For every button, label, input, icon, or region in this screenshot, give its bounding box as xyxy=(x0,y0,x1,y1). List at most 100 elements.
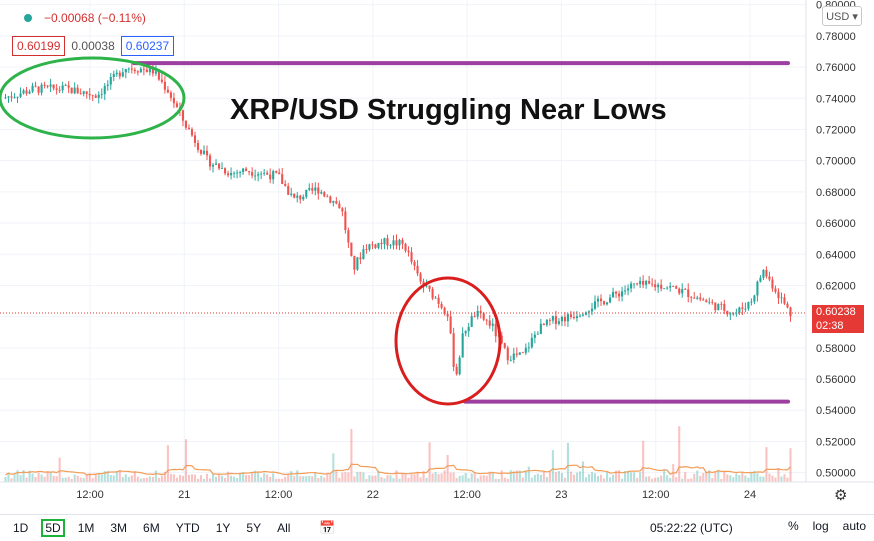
volume-bar xyxy=(464,473,467,482)
volume-bar xyxy=(365,478,368,482)
ask-price[interactable]: 0.60237 xyxy=(120,36,175,56)
volume-bar xyxy=(338,477,341,482)
volume-bar xyxy=(437,474,440,482)
volume-bar xyxy=(121,477,124,482)
candle-body xyxy=(578,315,582,317)
timeframe-1d[interactable]: 1D xyxy=(13,521,29,535)
candle-body xyxy=(136,71,139,73)
candle-body xyxy=(545,319,548,325)
candle-body xyxy=(91,95,94,97)
volume-bar xyxy=(407,477,410,482)
price-axis[interactable]: 0.500000.520000.540000.560000.580000.600… xyxy=(816,0,856,480)
volume-bar xyxy=(765,447,768,482)
settings-gear-icon[interactable]: ⚙ xyxy=(834,487,848,504)
volume-bar xyxy=(266,474,269,482)
timeframe-6m[interactable]: 6M xyxy=(143,521,160,535)
timeframe-5y[interactable]: 5Y xyxy=(246,521,262,535)
utc-clock[interactable]: 05:22:22 (UTC) xyxy=(650,521,733,535)
volume-bar xyxy=(512,471,515,482)
volume-bar xyxy=(314,472,317,482)
currency-selector[interactable]: USD ▾ xyxy=(822,6,862,26)
bid-price[interactable]: 0.60199 xyxy=(12,36,66,56)
timeframe-5d[interactable]: 5D xyxy=(41,519,65,537)
candle-body xyxy=(260,173,263,175)
volume-bar xyxy=(678,426,681,482)
volume-bar xyxy=(115,471,118,482)
volume-bar xyxy=(79,477,82,482)
candle-body xyxy=(720,303,723,305)
candle-body xyxy=(771,279,774,289)
candle-body xyxy=(702,299,705,301)
candle-body xyxy=(690,297,693,298)
candle-body xyxy=(756,281,759,296)
candle-body xyxy=(383,238,386,245)
timeframe-all[interactable]: All xyxy=(277,521,291,535)
candle-body xyxy=(311,188,314,191)
x-tick-label: 21 xyxy=(178,489,190,501)
candle-body xyxy=(599,298,603,302)
volume-bar xyxy=(771,475,774,482)
candle-body xyxy=(37,86,40,93)
candle-body xyxy=(461,333,464,358)
volume-bar xyxy=(741,471,744,482)
volume-bar xyxy=(654,477,657,482)
candle-body xyxy=(341,208,344,212)
auto-scale-toggle[interactable]: auto xyxy=(842,519,866,533)
candle-body xyxy=(608,297,612,303)
candle-body xyxy=(320,192,323,194)
volume-bar xyxy=(509,470,512,482)
time-axis[interactable]: 12:00 21 12:00 22 12:00 23 12:00 24 xyxy=(76,489,756,501)
candle-body xyxy=(317,187,320,194)
timeframe-1y[interactable]: 1Y xyxy=(215,521,231,535)
candle-body xyxy=(166,89,169,93)
candle-body xyxy=(190,129,194,136)
candle-body xyxy=(452,333,455,367)
candle-body xyxy=(443,307,446,314)
volume-bar xyxy=(419,477,422,482)
candle-body xyxy=(753,295,756,302)
candle-body xyxy=(560,317,563,322)
volume-bar xyxy=(506,478,509,482)
candle-body xyxy=(654,284,657,288)
candle-body xyxy=(596,298,600,302)
timeframe-3m[interactable]: 3M xyxy=(110,521,128,535)
volume-bar xyxy=(172,474,175,482)
volume-bar xyxy=(615,470,618,482)
volume-bar xyxy=(25,477,28,482)
volume-bar xyxy=(233,476,236,482)
candle-body xyxy=(500,335,503,344)
percent-scale-toggle[interactable]: % xyxy=(787,519,799,533)
chart-headline: XRP/USD Struggling Near Lows xyxy=(230,94,667,126)
candle-body xyxy=(786,303,789,308)
volume-bar xyxy=(73,474,76,482)
candle-body xyxy=(551,316,554,321)
candle-body xyxy=(82,91,85,94)
candle-body xyxy=(70,87,73,94)
volume-bar xyxy=(70,478,73,482)
candle-body xyxy=(633,283,636,285)
candle-body xyxy=(431,288,434,299)
volume-bar xyxy=(251,472,254,482)
timeframe-1m[interactable]: 1M xyxy=(77,521,95,535)
volume-bar xyxy=(684,472,687,482)
candle-body xyxy=(744,308,747,310)
candle-body xyxy=(566,314,569,322)
volume-bar xyxy=(470,473,473,482)
calendar-range-icon[interactable]: 📅 xyxy=(319,520,336,535)
volume-bar xyxy=(245,474,248,482)
log-scale-toggle[interactable]: log xyxy=(812,519,829,533)
volume-bar xyxy=(205,473,209,482)
volume-bar xyxy=(254,470,257,482)
volume-bar xyxy=(275,478,278,482)
candle-body xyxy=(290,193,293,195)
volume-bar xyxy=(163,471,166,482)
volume-bar xyxy=(43,476,46,482)
candle-body xyxy=(530,337,533,348)
volume-bar xyxy=(491,471,494,482)
candle-body xyxy=(55,88,58,90)
candle-body xyxy=(368,244,371,250)
volume-bar xyxy=(190,474,194,482)
volume-bar xyxy=(230,475,233,482)
timeframe-ytd[interactable]: YTD xyxy=(175,521,200,535)
